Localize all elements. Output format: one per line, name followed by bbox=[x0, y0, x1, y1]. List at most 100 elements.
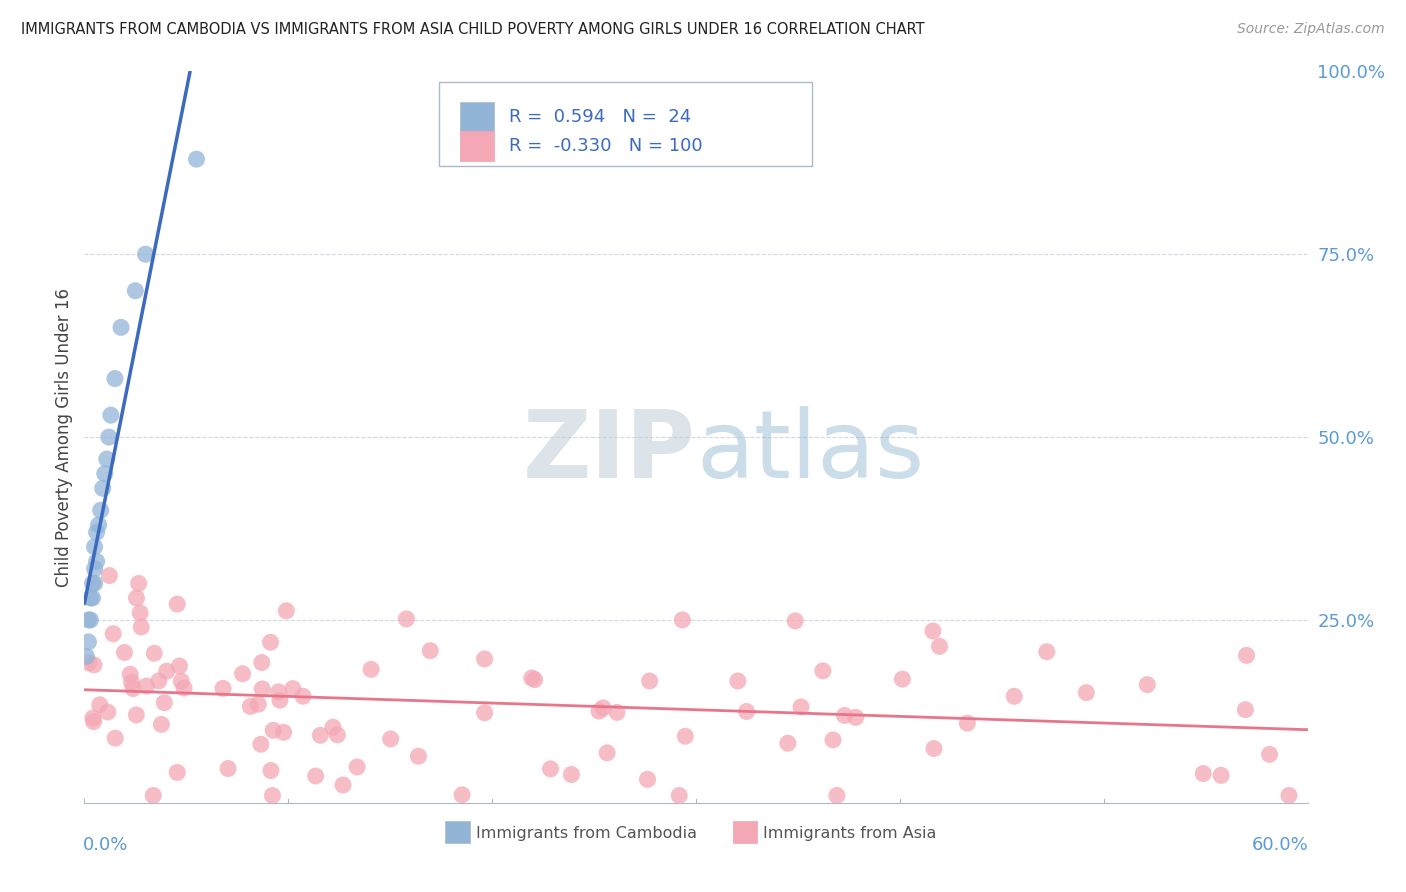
Point bbox=[540, 762, 562, 776]
Point bbox=[77, 656, 100, 670]
Point bbox=[419, 643, 441, 657]
Point bbox=[1076, 685, 1098, 699]
Bar bbox=[460, 102, 494, 131]
Point bbox=[135, 247, 157, 261]
Point bbox=[560, 767, 582, 781]
Point bbox=[110, 320, 132, 334]
Point bbox=[83, 714, 105, 729]
Point bbox=[673, 729, 696, 743]
Point bbox=[128, 576, 150, 591]
Point bbox=[322, 720, 344, 734]
Point bbox=[668, 789, 690, 803]
Text: IMMIGRANTS FROM CAMBODIA VS IMMIGRANTS FROM ASIA CHILD POVERTY AMONG GIRLS UNDER: IMMIGRANTS FROM CAMBODIA VS IMMIGRANTS F… bbox=[21, 22, 925, 37]
Point bbox=[727, 673, 749, 688]
Point bbox=[606, 706, 628, 720]
Point bbox=[596, 746, 619, 760]
Point bbox=[250, 656, 273, 670]
Point bbox=[332, 778, 354, 792]
Bar bbox=[733, 821, 758, 843]
Point bbox=[451, 788, 474, 802]
Point bbox=[120, 667, 142, 681]
Point bbox=[785, 614, 807, 628]
Point bbox=[83, 540, 105, 554]
Point bbox=[166, 597, 188, 611]
Point bbox=[153, 696, 176, 710]
Text: 0.0%: 0.0% bbox=[83, 836, 128, 854]
Point bbox=[811, 664, 834, 678]
Point bbox=[169, 659, 191, 673]
Point bbox=[82, 711, 104, 725]
Point bbox=[114, 645, 136, 659]
Point bbox=[922, 624, 945, 638]
Point bbox=[1136, 678, 1159, 692]
Point bbox=[834, 708, 856, 723]
Point bbox=[83, 657, 105, 672]
Point bbox=[474, 652, 496, 666]
Text: R =  0.594   N =  24: R = 0.594 N = 24 bbox=[509, 108, 692, 126]
Point bbox=[523, 673, 546, 687]
Point bbox=[1192, 766, 1215, 780]
Point bbox=[1278, 789, 1301, 803]
Point bbox=[93, 467, 115, 481]
Point bbox=[186, 152, 208, 166]
Point bbox=[638, 673, 661, 688]
Point bbox=[122, 681, 145, 696]
Point bbox=[588, 704, 610, 718]
Point bbox=[212, 681, 235, 696]
Point bbox=[75, 649, 97, 664]
Point bbox=[129, 620, 152, 634]
Text: Source: ZipAtlas.com: Source: ZipAtlas.com bbox=[1237, 22, 1385, 37]
Point bbox=[135, 679, 157, 693]
Point bbox=[790, 700, 813, 714]
Point bbox=[250, 737, 273, 751]
Point bbox=[142, 789, 165, 803]
Point bbox=[276, 604, 298, 618]
Point bbox=[592, 701, 614, 715]
Point bbox=[260, 764, 283, 778]
Point bbox=[104, 731, 127, 746]
Point bbox=[1036, 645, 1059, 659]
Point bbox=[262, 789, 284, 803]
Point bbox=[309, 728, 332, 742]
Point bbox=[360, 662, 382, 676]
Point bbox=[82, 591, 104, 605]
Point bbox=[891, 672, 914, 686]
Point bbox=[380, 731, 402, 746]
Point bbox=[292, 690, 315, 704]
Point bbox=[83, 562, 105, 576]
Point bbox=[90, 503, 112, 517]
Point bbox=[170, 674, 193, 689]
Text: ZIP: ZIP bbox=[523, 406, 696, 498]
Point bbox=[956, 716, 979, 731]
Point bbox=[173, 681, 195, 695]
Text: 60.0%: 60.0% bbox=[1253, 836, 1309, 854]
Point bbox=[104, 371, 127, 385]
Point bbox=[304, 769, 326, 783]
Point bbox=[89, 698, 111, 712]
Point bbox=[250, 681, 273, 696]
Point bbox=[1236, 648, 1258, 663]
Point bbox=[520, 671, 543, 685]
Point bbox=[232, 666, 254, 681]
Point bbox=[79, 591, 101, 605]
Point bbox=[100, 408, 122, 422]
Point bbox=[79, 613, 101, 627]
Point bbox=[262, 723, 284, 738]
Point bbox=[267, 685, 290, 699]
Point bbox=[143, 646, 166, 660]
Point bbox=[156, 664, 179, 678]
Text: atlas: atlas bbox=[696, 406, 924, 498]
Point bbox=[166, 765, 188, 780]
Point bbox=[150, 717, 173, 731]
Point bbox=[91, 481, 114, 495]
Point bbox=[845, 710, 868, 724]
Point bbox=[825, 789, 848, 803]
Point bbox=[269, 693, 291, 707]
FancyBboxPatch shape bbox=[439, 82, 813, 167]
Point bbox=[121, 675, 143, 690]
Point bbox=[273, 725, 295, 739]
Point bbox=[326, 728, 349, 742]
Point bbox=[148, 673, 170, 688]
Point bbox=[97, 430, 120, 444]
Text: R =  -0.330   N = 100: R = -0.330 N = 100 bbox=[509, 136, 703, 155]
